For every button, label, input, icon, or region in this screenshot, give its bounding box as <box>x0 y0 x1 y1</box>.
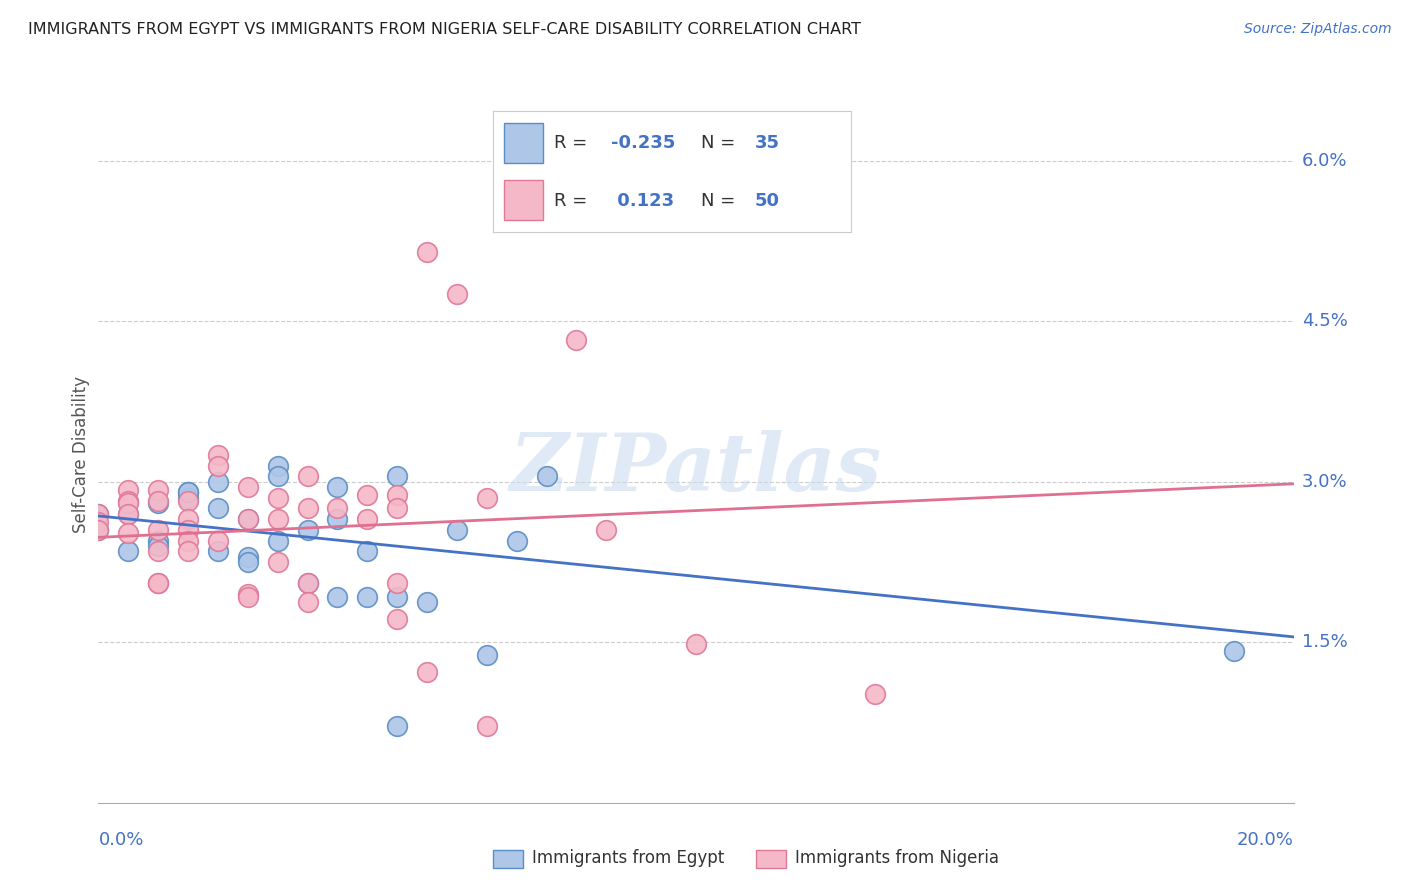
Point <box>148 494 170 508</box>
Point <box>207 448 229 462</box>
Point <box>236 512 259 526</box>
Point <box>1223 644 1246 658</box>
Point <box>267 491 290 505</box>
Point <box>297 469 319 483</box>
Point <box>385 469 409 483</box>
Point <box>267 458 290 473</box>
Point <box>326 501 349 516</box>
Point <box>148 523 170 537</box>
Point <box>207 475 229 489</box>
Point <box>356 512 378 526</box>
Point <box>446 523 468 537</box>
Point <box>87 507 110 521</box>
Point <box>207 458 229 473</box>
Point <box>506 533 529 548</box>
Point <box>267 533 290 548</box>
Point <box>177 523 200 537</box>
Point <box>148 576 170 591</box>
Point <box>356 487 378 501</box>
Point <box>297 594 319 608</box>
Text: 3.0%: 3.0% <box>1302 473 1347 491</box>
Text: 1.5%: 1.5% <box>1302 633 1347 651</box>
Point <box>148 496 170 510</box>
Point <box>416 665 439 680</box>
Point <box>148 483 170 498</box>
Point <box>207 533 229 548</box>
Point <box>177 485 200 500</box>
Text: Immigrants from Nigeria: Immigrants from Nigeria <box>796 849 1000 867</box>
Point <box>177 512 200 526</box>
Point <box>117 544 139 558</box>
Point <box>87 523 110 537</box>
Point <box>117 496 139 510</box>
Point <box>595 523 617 537</box>
Y-axis label: Self-Care Disability: Self-Care Disability <box>72 376 90 533</box>
Point <box>117 507 139 521</box>
Point <box>326 591 349 605</box>
Point <box>297 501 319 516</box>
Point <box>117 526 139 541</box>
Point <box>87 507 110 521</box>
Point <box>207 501 229 516</box>
Point <box>416 244 439 259</box>
Point <box>117 507 139 521</box>
Point <box>297 576 319 591</box>
Point <box>385 576 409 591</box>
Point <box>117 483 139 498</box>
Point <box>475 491 498 505</box>
Text: ZIPatlas: ZIPatlas <box>510 430 882 508</box>
Point <box>416 594 439 608</box>
Point <box>475 719 498 733</box>
Point <box>236 512 259 526</box>
Point <box>207 544 229 558</box>
Point <box>236 549 259 564</box>
Point <box>297 576 319 591</box>
Point <box>267 512 290 526</box>
Point <box>148 576 170 591</box>
Bar <box>756 850 786 868</box>
Point <box>236 555 259 569</box>
Point <box>326 480 349 494</box>
Point <box>446 287 468 301</box>
Text: Immigrants from Egypt: Immigrants from Egypt <box>533 849 724 867</box>
Point <box>267 469 290 483</box>
Point <box>865 687 887 701</box>
Point <box>326 512 349 526</box>
Point <box>536 469 558 483</box>
Point <box>87 516 110 530</box>
Point <box>475 648 498 662</box>
Point <box>87 523 110 537</box>
Point <box>177 485 200 500</box>
Text: 4.5%: 4.5% <box>1302 312 1348 330</box>
Text: Source: ZipAtlas.com: Source: ZipAtlas.com <box>1244 22 1392 37</box>
Point <box>236 587 259 601</box>
Point <box>385 591 409 605</box>
Point <box>148 544 170 558</box>
Point <box>148 533 170 548</box>
Point <box>177 494 200 508</box>
Text: 0.0%: 0.0% <box>98 830 143 848</box>
Text: 20.0%: 20.0% <box>1237 830 1294 848</box>
Point <box>356 544 378 558</box>
Point <box>177 491 200 505</box>
Point <box>177 544 200 558</box>
Point <box>297 523 319 537</box>
Point <box>685 637 707 651</box>
Point <box>565 334 588 348</box>
Point <box>385 501 409 516</box>
Text: 6.0%: 6.0% <box>1302 152 1347 169</box>
Point <box>148 539 170 553</box>
Point <box>267 555 290 569</box>
Point <box>385 487 409 501</box>
Point <box>177 533 200 548</box>
Text: IMMIGRANTS FROM EGYPT VS IMMIGRANTS FROM NIGERIA SELF-CARE DISABILITY CORRELATIO: IMMIGRANTS FROM EGYPT VS IMMIGRANTS FROM… <box>28 22 860 37</box>
Point <box>385 612 409 626</box>
Point <box>385 719 409 733</box>
Point <box>356 591 378 605</box>
Point <box>236 480 259 494</box>
Point <box>236 591 259 605</box>
Point <box>117 494 139 508</box>
Point <box>536 194 558 209</box>
Bar <box>494 850 523 868</box>
